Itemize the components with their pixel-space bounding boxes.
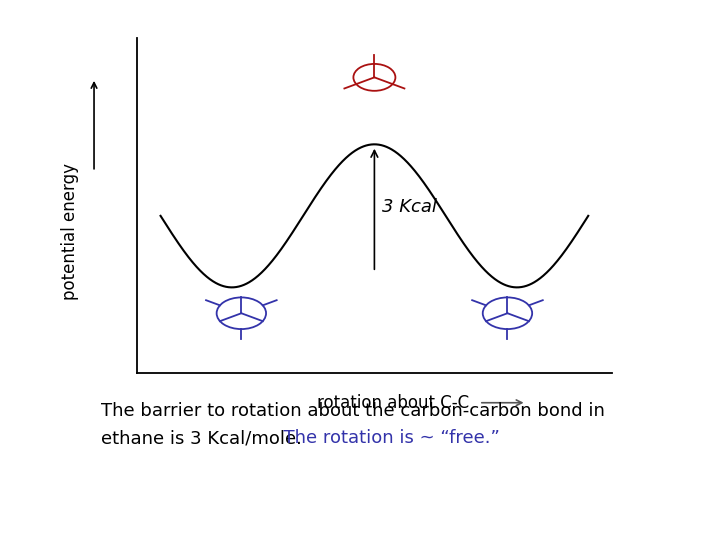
Text: The barrier to rotation about the carbon-carbon bond in: The barrier to rotation about the carbon… <box>101 402 605 420</box>
Text: The rotation is ~ “free.”: The rotation is ~ “free.” <box>272 429 500 447</box>
Text: ethane is 3 Kcal/mole.: ethane is 3 Kcal/mole. <box>101 429 302 447</box>
Text: potential energy: potential energy <box>61 164 79 300</box>
Text: 3 Kcal: 3 Kcal <box>382 198 436 215</box>
Text: rotation about C-C: rotation about C-C <box>318 394 469 411</box>
